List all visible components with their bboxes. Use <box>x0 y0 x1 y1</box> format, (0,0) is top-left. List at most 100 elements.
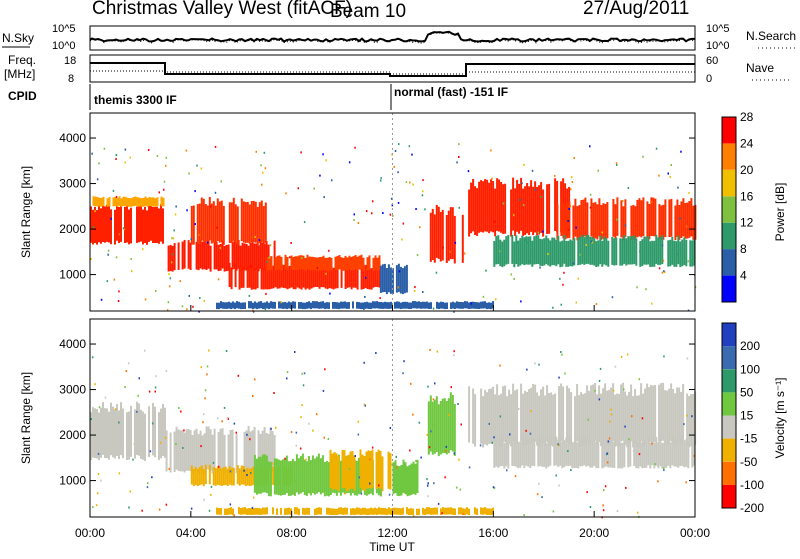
velocity-cell <box>427 401 430 455</box>
power-cell <box>548 183 551 234</box>
power-speckle <box>645 288 647 291</box>
power-cell <box>474 186 477 235</box>
power-speckle <box>390 197 393 200</box>
power-cell <box>328 302 330 309</box>
power-cell <box>651 240 654 267</box>
velocity-speckle <box>360 492 363 495</box>
power-cell <box>561 240 564 267</box>
velocity-cell <box>452 508 454 515</box>
velocity-speckle <box>499 415 502 418</box>
power-cell <box>559 241 562 268</box>
velocity-band-0 <box>90 401 166 461</box>
power-cell <box>436 301 438 309</box>
velocity-speckle <box>100 479 102 482</box>
power-cell <box>253 243 256 271</box>
power-cell <box>388 302 390 309</box>
velocity-speckle <box>200 437 203 440</box>
power-cell <box>362 257 365 271</box>
velocity-cell <box>179 430 182 472</box>
velocity-cell <box>333 452 336 489</box>
velocity-cell <box>275 458 278 495</box>
velocity-cell <box>302 507 304 515</box>
power-cell <box>534 181 537 233</box>
velocity-speckle <box>624 425 626 428</box>
velocity-speckle <box>154 390 156 393</box>
power-speckle <box>560 303 562 306</box>
velocity-cell <box>363 456 366 491</box>
velocity-cell <box>506 396 509 448</box>
velocity-cell <box>252 508 254 515</box>
velocity-speckles <box>90 348 695 519</box>
velocity-cell <box>230 467 233 486</box>
velocity-cell <box>648 387 651 443</box>
velocity-cell <box>514 390 517 445</box>
power-cell <box>691 240 694 267</box>
velocity-cell <box>594 383 597 441</box>
power-cell <box>232 301 234 309</box>
power-cell <box>451 207 454 260</box>
velocity-speckle <box>302 384 305 387</box>
power-cell <box>376 263 379 288</box>
power-cell <box>356 256 359 271</box>
velocity-colorbar-tick: -50 <box>740 455 758 469</box>
velocity-cell <box>641 442 644 469</box>
power-cell <box>274 263 277 288</box>
cpid-segment-2: normal (fast) -151 IF <box>394 85 508 99</box>
power-ytick-label: 4000 <box>59 131 86 145</box>
velocity-cell <box>636 395 639 448</box>
velocity-cell <box>359 449 362 488</box>
velocity-speckle <box>558 444 560 447</box>
power-speckle <box>364 296 366 298</box>
power-speckle <box>687 260 690 263</box>
power-cell <box>577 237 580 266</box>
velocity-cell <box>660 383 663 441</box>
power-cell <box>488 302 490 309</box>
power-cell <box>324 302 326 310</box>
velocity-cell <box>414 463 417 495</box>
power-cell <box>245 243 248 271</box>
power-cell <box>582 199 585 238</box>
power-cell <box>342 301 344 309</box>
power-speckle <box>401 238 403 241</box>
velocity-speckle <box>598 379 601 382</box>
velocity-cell <box>630 384 633 442</box>
velocity-cell <box>128 411 130 460</box>
power-cell <box>631 236 634 265</box>
power-cell <box>250 268 253 290</box>
power-speckle <box>680 150 682 153</box>
velocity-cell <box>619 442 622 469</box>
velocity-cell <box>497 441 500 468</box>
velocity-speckle <box>462 513 464 516</box>
velocity-ytick-label: 2000 <box>59 428 86 442</box>
velocity-cell <box>553 437 556 466</box>
velocity-speckle <box>663 469 665 471</box>
power-cell <box>605 238 608 266</box>
velocity-cell <box>679 437 682 466</box>
velocity-speckle <box>453 350 455 353</box>
power-cell <box>505 236 508 265</box>
velocity-speckle <box>127 362 130 365</box>
power-cell <box>268 302 270 310</box>
power-speckle <box>402 222 405 225</box>
velocity-cell <box>675 439 678 467</box>
power-cell <box>152 206 154 243</box>
velocity-speckle <box>534 362 536 365</box>
velocity-cell <box>616 393 619 447</box>
power-cell <box>630 205 633 241</box>
velocity-cell <box>581 438 584 467</box>
velocity-cell <box>398 508 400 515</box>
velocity-speckle <box>610 413 613 416</box>
power-cell <box>438 302 440 309</box>
velocity-cell <box>200 465 203 485</box>
velocity-cell <box>446 507 448 515</box>
power-cell <box>255 243 258 271</box>
velocity-cell <box>232 467 235 486</box>
power-cell <box>503 239 506 267</box>
power-cell <box>452 301 454 309</box>
velocity-cell <box>449 392 452 451</box>
velocity-colorbar-swatch <box>722 415 736 439</box>
velocity-cell <box>276 508 278 515</box>
power-speckle <box>188 172 190 175</box>
velocity-cell <box>620 384 623 442</box>
power-colorbar-tick: 4 <box>740 269 747 283</box>
